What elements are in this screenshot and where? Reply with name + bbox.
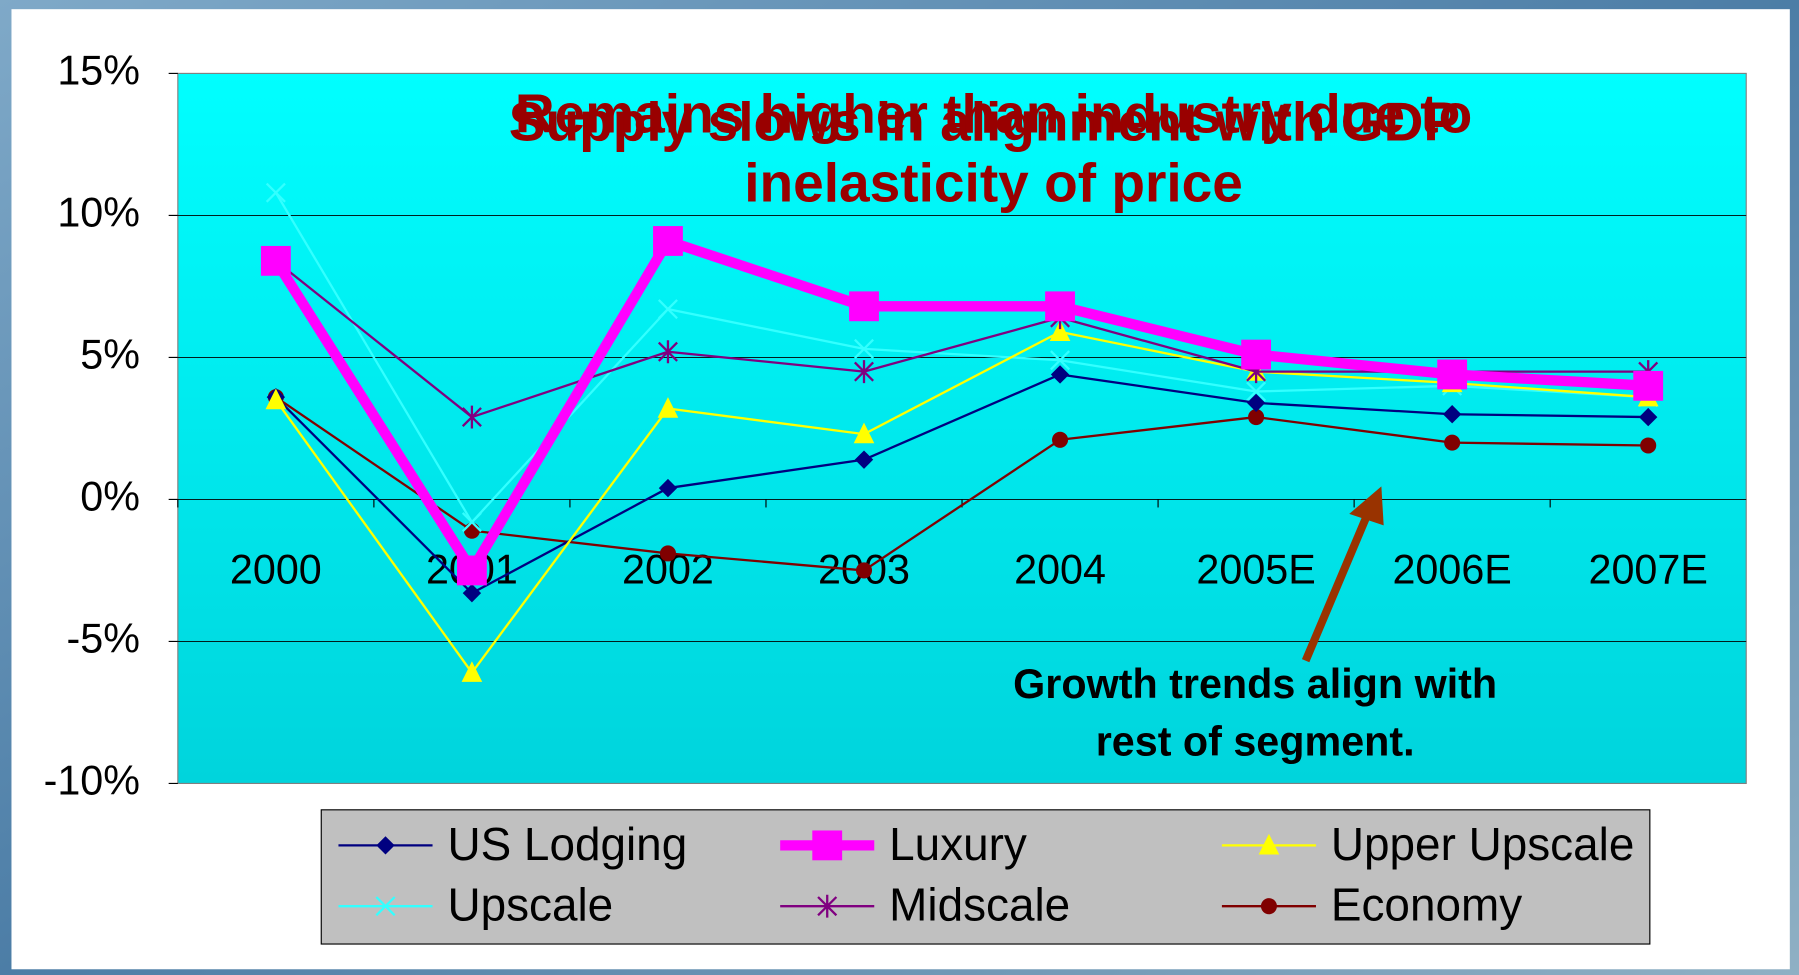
y-tick-label: 15% [57,47,140,93]
marker [657,340,678,364]
x-tick-label: 2006E [1392,547,1511,593]
legend-label: Economy [1331,879,1522,931]
marker [461,512,482,533]
legend-label: Upscale [447,879,613,931]
marker [1640,437,1657,454]
marker [854,338,874,359]
y-tick-label: 5% [80,331,140,377]
annotation: Growth trends align with [1013,661,1497,707]
legend-marker [375,896,396,917]
x-tick-label: 2004 [1014,547,1106,593]
marker [265,388,287,410]
series-line [274,330,1649,674]
marker [1442,405,1462,424]
legend-label: Midscale [889,879,1070,931]
legend-label: US Lodging [447,818,687,870]
marker [461,661,483,682]
legend-marker [812,830,843,861]
marker [462,583,482,603]
legend-label: Upper Upscale [1331,818,1634,870]
annotation: rest of segment. [1096,718,1415,764]
marker [1248,409,1265,426]
series-line [271,235,1649,576]
marker [659,545,676,562]
marker [658,478,678,498]
marker [657,299,678,320]
legend-marker [376,836,395,855]
marker [849,291,879,322]
plot-area [177,72,1747,785]
legend [320,809,1651,945]
marker [1050,365,1070,384]
marker [461,405,482,429]
marker [265,182,286,203]
marker [853,422,875,444]
marker [653,226,683,256]
marker [1241,339,1272,370]
marker [1050,350,1071,371]
series-line [275,396,1649,572]
y-tick-label: -10% [44,757,140,803]
x-tick-label: 2000 [230,547,322,593]
marker [854,450,874,469]
chart-title: inelasticity of price [744,152,1243,214]
marker [657,397,679,418]
legend-marker [817,894,838,918]
marker [1049,320,1071,342]
y-tick-label: -5% [67,615,140,661]
marker [456,555,487,586]
marker [1052,431,1069,448]
annotation-arrow [1301,512,1372,663]
marker [1633,370,1664,401]
chart-title: Supply slows in alignment with GDP [509,91,1460,153]
chart-title: Remains higher than industry due to [515,83,1472,145]
legend-marker [1260,898,1277,915]
legend-marker [1258,833,1280,855]
marker [1444,434,1461,451]
marker [260,245,291,276]
series-line [275,373,1649,595]
x-tick-label: 2007E [1589,547,1708,593]
marker [1246,381,1267,402]
series-line [274,192,1649,524]
marker [463,522,480,539]
marker [854,360,874,384]
x-tick-label: 2005E [1196,547,1315,593]
marker [1437,359,1468,390]
marker [855,562,873,579]
marker [1045,291,1075,322]
y-tick-label: 10% [57,189,140,235]
legend-label: Luxury [889,818,1027,870]
annotation-arrowhead [1349,486,1384,526]
y-tick-label: 0% [80,473,140,519]
